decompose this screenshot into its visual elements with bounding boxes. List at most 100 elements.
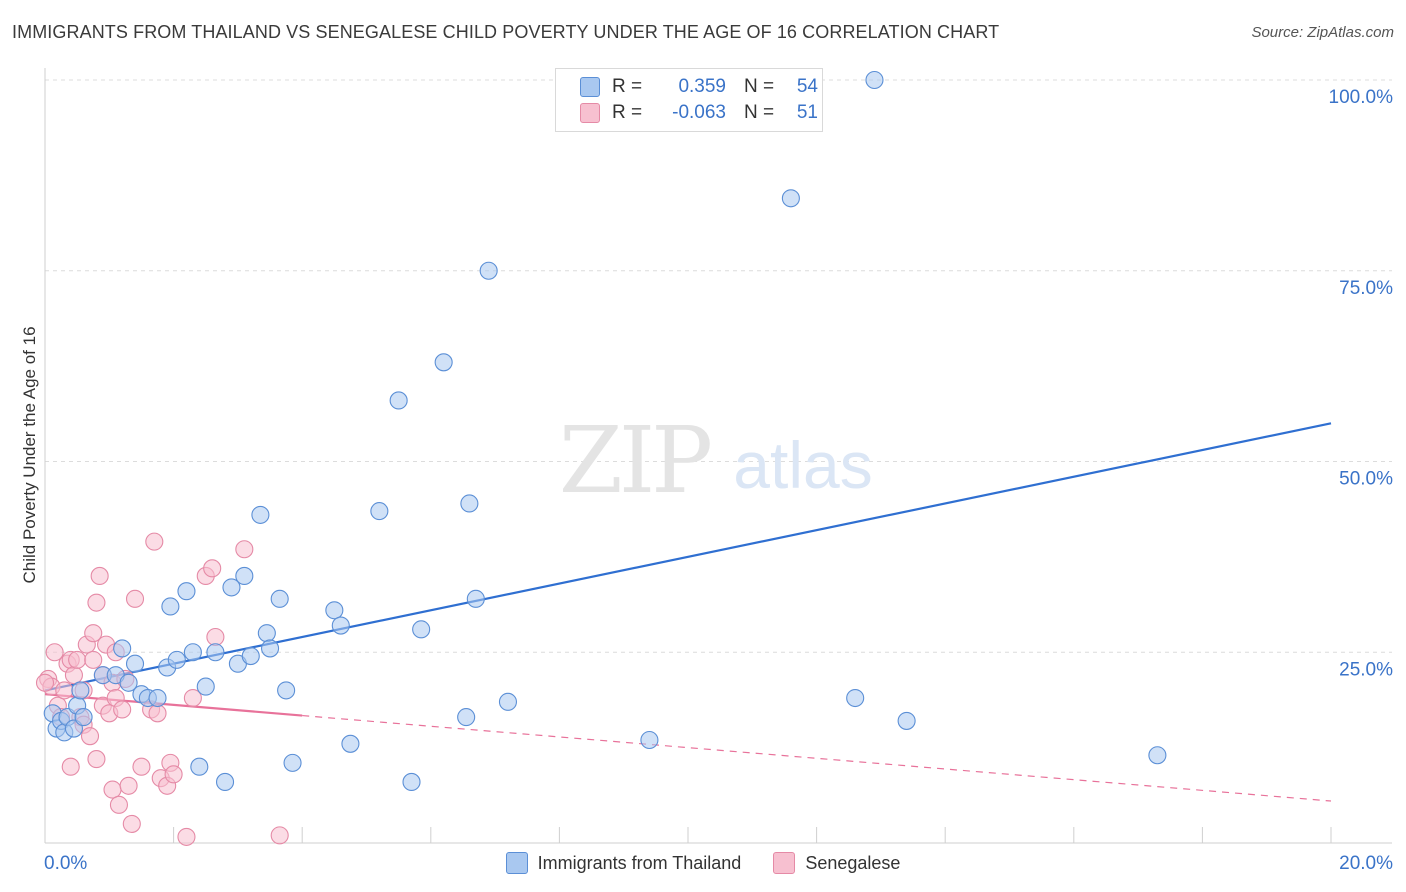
point-senegalese-33 [122, 814, 141, 833]
legend-swatch-senegalese [580, 103, 600, 123]
legend-n-value: 54 [796, 76, 818, 97]
chart-title: IMMIGRANTS FROM THAILAND VS SENEGALESE C… [12, 22, 1000, 42]
legend-swatch-thailand [505, 852, 528, 874]
point-thailand-23 [196, 677, 215, 696]
x-tick-label-min: 0.0% [44, 853, 87, 874]
point-thailand-31 [257, 624, 276, 643]
legend-swatch-thailand [580, 77, 600, 97]
point-thailand-36 [325, 601, 344, 620]
point-thailand-45 [460, 494, 479, 513]
point-thailand-25 [215, 772, 235, 792]
point-senegalese-42 [164, 765, 183, 784]
legend-n-value: 51 [796, 102, 818, 123]
point-thailand-26 [222, 578, 241, 597]
point-senegalese-9 [64, 666, 83, 685]
watermark: ZIP atlas [559, 407, 873, 514]
y-tick-label-25: 25.0% [1339, 659, 1393, 680]
point-thailand-37 [331, 616, 350, 635]
axes [44, 68, 1392, 844]
point-thailand-48 [498, 692, 518, 711]
point-thailand-7 [71, 681, 90, 700]
point-senegalese-17 [84, 650, 103, 669]
point-thailand-19 [167, 650, 186, 669]
legend-n-label: N = [744, 102, 775, 123]
watermark-atlas: atlas [733, 428, 872, 502]
point-thailand-51 [846, 688, 865, 708]
point-thailand-16 [148, 688, 167, 708]
legend-swatch-senegalese [773, 852, 796, 874]
point-thailand-54 [1148, 746, 1167, 765]
y-tick-label-75: 75.0% [1339, 278, 1393, 299]
point-thailand-42 [412, 620, 431, 639]
tick-labels: 25.0% 50.0% 75.0% 100.0% 0.0% 20.0% [44, 87, 1393, 874]
point-thailand-12 [119, 673, 138, 692]
point-thailand-34 [277, 681, 296, 700]
source-credit: Source: ZipAtlas.com [1251, 24, 1394, 41]
point-senegalese-2 [45, 643, 64, 662]
point-senegalese-48 [235, 540, 254, 559]
point-thailand-47 [479, 261, 498, 280]
point-senegalese-35 [132, 757, 151, 776]
legend-item-thailand[interactable]: Immigrants from Thailand [505, 852, 741, 874]
data-points [35, 70, 1167, 846]
legend-label-senegalese: Senegalese [805, 852, 901, 873]
point-thailand-35 [283, 753, 302, 772]
point-thailand-53 [897, 711, 916, 730]
series-legend: Immigrants from Thailand Senegalese [0, 852, 1406, 874]
legend-r-value: -0.063 [672, 102, 726, 123]
point-senegalese-34 [125, 589, 145, 608]
point-thailand-50 [781, 189, 800, 208]
point-thailand-46 [466, 589, 485, 608]
point-senegalese-7 [61, 757, 80, 776]
y-tick-label-50: 50.0% [1339, 469, 1393, 490]
point-senegalese-43 [177, 827, 196, 846]
point-thailand-39 [370, 502, 389, 521]
legend-item-senegalese[interactable]: Senegalese [773, 852, 900, 874]
point-senegalese-49 [270, 826, 289, 845]
point-senegalese-20 [90, 566, 109, 586]
point-thailand-30 [251, 505, 270, 524]
point-thailand-49 [640, 730, 659, 750]
point-thailand-32 [260, 639, 280, 658]
watermark-zip: ZIP [559, 407, 710, 514]
point-senegalese-50 [35, 673, 55, 692]
point-senegalese-5 [55, 681, 74, 700]
legend-n-label: N = [744, 76, 775, 97]
point-thailand-13 [125, 654, 145, 673]
point-senegalese-16 [84, 624, 103, 643]
point-thailand-33 [270, 589, 289, 608]
point-senegalese-10 [68, 650, 87, 669]
point-thailand-18 [161, 597, 180, 616]
point-thailand-20 [177, 582, 196, 601]
point-thailand-40 [389, 391, 408, 410]
point-senegalese-30 [113, 700, 132, 719]
legend-r-label: R = [612, 102, 643, 123]
legend-r-value: 0.359 [678, 76, 726, 97]
trend-line-thailand [44, 422, 1332, 692]
point-senegalese-44 [183, 688, 202, 708]
x-tick-label-max: 20.0% [1339, 853, 1393, 874]
point-senegalese-37 [145, 532, 164, 551]
trend-line-senegalese-extension [302, 714, 1332, 802]
point-senegalese-47 [206, 627, 225, 647]
point-thailand-52 [865, 70, 884, 90]
stats-legend: R = 0.359 N = 54 R = -0.063 N = 51 [555, 68, 823, 132]
y-tick-label-100: 100.0% [1329, 87, 1394, 108]
point-senegalese-15 [80, 727, 100, 746]
point-senegalese-19 [87, 593, 106, 612]
point-thailand-29 [241, 647, 260, 666]
point-senegalese-46 [203, 559, 222, 578]
point-thailand-41 [402, 772, 421, 792]
legend-row-thailand: R = 0.359 N = 54 [580, 74, 818, 100]
point-thailand-11 [113, 639, 132, 658]
point-senegalese-38 [148, 704, 167, 723]
point-senegalese-25 [103, 780, 122, 799]
point-thailand-21 [183, 643, 202, 662]
point-thailand-28 [235, 566, 254, 586]
point-senegalese-29 [109, 795, 128, 814]
legend-row-senegalese: R = -0.063 N = 51 [580, 100, 818, 126]
point-thailand-44 [457, 708, 476, 727]
point-senegalese-32 [119, 776, 138, 795]
point-thailand-38 [341, 734, 360, 753]
